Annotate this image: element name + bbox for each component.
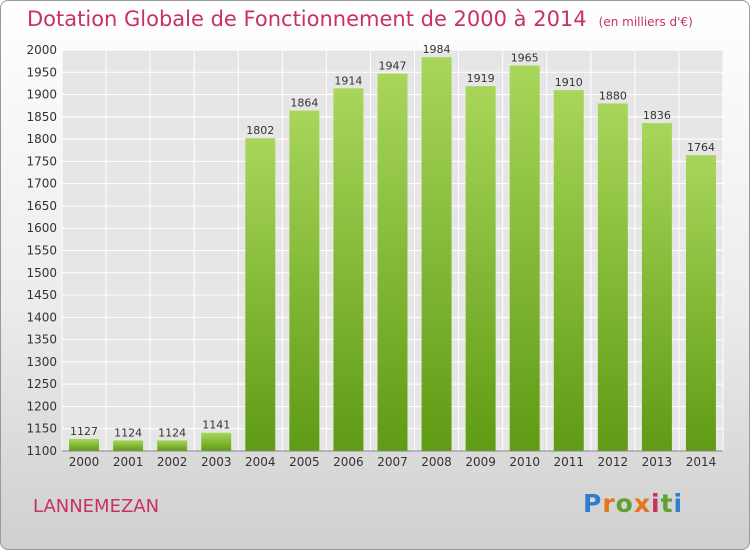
y-tick-label: 1750 bbox=[26, 154, 57, 168]
data-label: 1802 bbox=[246, 124, 274, 137]
bar bbox=[69, 438, 100, 451]
data-label: 1127 bbox=[70, 425, 98, 438]
y-tick-label: 1400 bbox=[26, 310, 57, 324]
bar bbox=[201, 432, 232, 451]
data-label: 1984 bbox=[423, 43, 451, 56]
x-tick-label: 2011 bbox=[553, 455, 584, 469]
y-tick-label: 1450 bbox=[26, 288, 57, 302]
bar bbox=[597, 103, 628, 451]
data-label: 1124 bbox=[158, 426, 186, 439]
y-tick-label: 1300 bbox=[26, 355, 57, 369]
logo-letter: r bbox=[602, 489, 616, 518]
data-label: 1965 bbox=[511, 52, 539, 65]
bar bbox=[421, 57, 452, 452]
y-tick-label: 1150 bbox=[26, 422, 57, 436]
y-tick-label: 1600 bbox=[26, 221, 57, 235]
x-tick-label: 2013 bbox=[642, 455, 673, 469]
chart-unit: (en milliers d'€) bbox=[598, 15, 693, 29]
commune-name: LANNEMEZAN bbox=[33, 496, 160, 517]
x-tick-label: 2008 bbox=[421, 455, 452, 469]
y-tick-label: 1800 bbox=[26, 132, 57, 146]
data-label: 1836 bbox=[643, 109, 671, 122]
logo-letter: t bbox=[660, 489, 674, 518]
x-tick-label: 2012 bbox=[598, 455, 629, 469]
y-tick-label: 1950 bbox=[26, 65, 57, 79]
data-label: 1914 bbox=[334, 74, 362, 87]
y-tick-label: 1100 bbox=[26, 444, 57, 458]
chart-title-block: Dotation Globale de Fonctionnement de 20… bbox=[27, 7, 693, 31]
x-tick-label: 2001 bbox=[113, 455, 144, 469]
x-tick-label: 2000 bbox=[69, 455, 100, 469]
data-label: 1864 bbox=[290, 97, 318, 110]
y-tick-label: 1550 bbox=[26, 244, 57, 258]
y-tick-label: 1350 bbox=[26, 333, 57, 347]
y-tick-label: 1700 bbox=[26, 177, 57, 191]
y-tick-label: 1500 bbox=[26, 266, 57, 280]
logo-letter: P bbox=[583, 489, 603, 518]
data-label: 1880 bbox=[599, 89, 627, 102]
bar bbox=[553, 90, 584, 451]
y-tick-label: 1250 bbox=[26, 377, 57, 391]
bar bbox=[509, 65, 540, 451]
x-tick-label: 2004 bbox=[245, 455, 276, 469]
data-label: 1947 bbox=[379, 60, 407, 73]
y-tick-label: 1650 bbox=[26, 199, 57, 213]
data-label: 1141 bbox=[202, 419, 230, 432]
bar bbox=[465, 86, 496, 451]
bar bbox=[685, 155, 716, 451]
y-tick-label: 1200 bbox=[26, 399, 57, 413]
logo-letter: i bbox=[673, 489, 684, 518]
proxiti-logo: Proxiti bbox=[583, 489, 683, 518]
bar bbox=[333, 88, 364, 451]
bar bbox=[641, 123, 672, 452]
bar bbox=[289, 110, 320, 452]
data-label: 1764 bbox=[687, 141, 715, 154]
data-label: 1910 bbox=[555, 76, 583, 89]
bar bbox=[157, 440, 188, 451]
logo-letter: i bbox=[651, 489, 661, 518]
x-tick-label: 2009 bbox=[465, 455, 496, 469]
y-tick-label: 2000 bbox=[26, 43, 57, 57]
data-label: 1124 bbox=[114, 426, 142, 439]
x-tick-label: 2010 bbox=[509, 455, 540, 469]
y-tick-label: 1900 bbox=[26, 88, 57, 102]
chart-title: Dotation Globale de Fonctionnement de 20… bbox=[27, 7, 587, 31]
x-tick-label: 2006 bbox=[333, 455, 364, 469]
x-tick-label: 2003 bbox=[201, 455, 232, 469]
x-tick-label: 2002 bbox=[157, 455, 188, 469]
bar bbox=[245, 138, 276, 451]
bar bbox=[377, 73, 408, 451]
x-tick-label: 2005 bbox=[289, 455, 320, 469]
y-tick-label: 1850 bbox=[26, 110, 57, 124]
x-tick-label: 2014 bbox=[686, 455, 717, 469]
data-label: 1919 bbox=[467, 72, 495, 85]
logo-letter: o bbox=[615, 489, 634, 518]
bar bbox=[113, 440, 144, 451]
logo-letter: x bbox=[633, 489, 651, 518]
x-tick-label: 2007 bbox=[377, 455, 408, 469]
